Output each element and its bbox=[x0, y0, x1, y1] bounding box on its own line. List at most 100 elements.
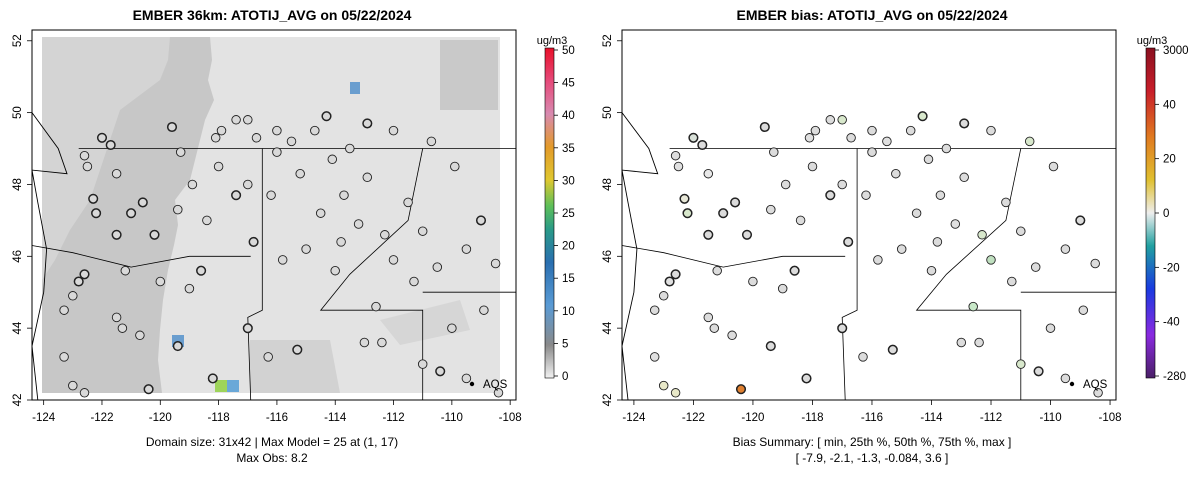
x-tick-label: -110 bbox=[441, 412, 463, 424]
aqs-station-marker bbox=[243, 115, 253, 125]
aqs-station-marker bbox=[1090, 258, 1100, 269]
map-frame-background bbox=[622, 30, 1116, 400]
aqs-station-marker bbox=[846, 133, 856, 143]
aqs-station-marker bbox=[861, 190, 871, 200]
aqs-station-marker bbox=[658, 291, 669, 301]
x-axis: -124 -122 -120 -118 -116 -114 -112 -110 -108 bbox=[32, 400, 522, 424]
colorbar-tick-label: 35 bbox=[562, 143, 575, 155]
aqs-station-marker bbox=[68, 380, 78, 391]
aqs-station-marker bbox=[1030, 262, 1041, 272]
aqs-station-marker bbox=[837, 115, 847, 125]
aqs-station-marker bbox=[96, 132, 108, 143]
concentration-grid bbox=[42, 37, 500, 393]
colorbar-tick-label: 20 bbox=[562, 241, 575, 253]
aqs-station-marker bbox=[149, 229, 160, 240]
aqs-station-marker bbox=[231, 190, 242, 201]
x-tick-label: -116 bbox=[861, 412, 883, 424]
aqs-station-marker bbox=[210, 133, 221, 143]
aqs-station-marker bbox=[956, 337, 967, 348]
aqs-station-marker bbox=[986, 255, 996, 265]
aqs-station-marker bbox=[243, 179, 253, 190]
aqs-station-marker bbox=[673, 161, 684, 172]
aqs-station-marker bbox=[1093, 388, 1103, 398]
aqs-station-marker bbox=[380, 230, 390, 240]
aqs-station-marker bbox=[727, 330, 737, 341]
aqs-station-marker bbox=[172, 341, 183, 352]
aqs-station-marker bbox=[187, 179, 198, 190]
aqs-station-marker bbox=[932, 237, 943, 247]
aqs-station-marker bbox=[891, 168, 901, 179]
aqs-station-marker bbox=[79, 388, 90, 398]
aqs-station-marker bbox=[202, 215, 212, 226]
aqs-station-marker bbox=[111, 229, 122, 240]
state-border bbox=[841, 148, 858, 401]
aqs-station-marker bbox=[664, 276, 675, 287]
grid-cell-block-se bbox=[380, 300, 470, 345]
aqs-station-marker bbox=[79, 150, 90, 161]
station-markers bbox=[649, 111, 1103, 398]
colorbar-tick-label: 50 bbox=[562, 45, 575, 57]
aqs-station-marker bbox=[388, 255, 399, 265]
aqs-station-marker bbox=[911, 208, 922, 218]
aqs-station-marker bbox=[479, 305, 489, 315]
aqs-station-marker bbox=[327, 154, 338, 165]
aqs-station-marker bbox=[301, 244, 311, 254]
y-tick-label: 46 bbox=[12, 250, 24, 263]
aqs-station-marker bbox=[353, 219, 364, 229]
x-tick-label: -124 bbox=[32, 412, 56, 424]
aqs-station-marker bbox=[126, 208, 137, 219]
aqs-station-marker bbox=[718, 208, 729, 219]
colorbar-tick-label: 45 bbox=[562, 78, 575, 90]
aqs-station-marker bbox=[974, 337, 984, 348]
y-tick-label: 48 bbox=[12, 178, 24, 191]
aqs-station-marker bbox=[950, 219, 961, 229]
aqs-station-marker bbox=[310, 125, 320, 136]
aqs-legend-label: AQS bbox=[1083, 379, 1108, 391]
aqs-station-marker bbox=[748, 276, 758, 287]
aqs-station-marker bbox=[896, 244, 907, 254]
aqs-legend-marker bbox=[1069, 381, 1075, 387]
aqs-station-marker bbox=[231, 115, 241, 125]
aqs-station-marker bbox=[887, 344, 898, 355]
colorbar-tick-label: -40 bbox=[1163, 317, 1180, 329]
colorbar-tick-label: 40 bbox=[1163, 99, 1176, 111]
colorbar-tick-label: 0 bbox=[1163, 208, 1169, 220]
aqs-station-marker bbox=[272, 147, 282, 157]
aqs-station-marker bbox=[670, 269, 681, 280]
panel-title: EMBER bias: ATOTIJ_AVG on 05/22/2024 bbox=[736, 7, 1007, 23]
aqs-station-marker bbox=[1007, 276, 1017, 287]
aqs-station-marker bbox=[1075, 215, 1086, 226]
aqs-station-marker bbox=[1045, 323, 1056, 333]
aqs-station-marker bbox=[213, 161, 224, 172]
aqs-station-marker bbox=[658, 380, 669, 391]
coastline bbox=[621, 112, 659, 401]
aqs-station-marker bbox=[703, 312, 714, 323]
colorbar-unit: ug/m3 bbox=[537, 35, 568, 47]
aqs-station-marker bbox=[336, 237, 346, 247]
aqs-station-marker bbox=[703, 168, 714, 179]
aqs-station-marker bbox=[679, 193, 690, 204]
y-tick-label: 42 bbox=[602, 394, 614, 407]
aqs-station-marker bbox=[359, 337, 370, 348]
aqs-station-marker bbox=[917, 111, 928, 122]
colorbar bbox=[1145, 47, 1156, 379]
x-tick-label: -112 bbox=[382, 412, 404, 424]
aqs-station-marker bbox=[272, 125, 282, 136]
map-borders bbox=[621, 112, 1117, 401]
aqs-station-marker bbox=[867, 147, 877, 157]
aqs-station-marker bbox=[1048, 161, 1059, 172]
aqs-station-marker bbox=[59, 352, 69, 362]
colorbar-tick-label: 3000 bbox=[1163, 45, 1189, 57]
aqs-station-marker bbox=[432, 262, 443, 272]
aqs-station-marker bbox=[388, 125, 399, 136]
aqs-station-marker bbox=[1016, 226, 1026, 236]
x-tick-label: -122 bbox=[682, 412, 705, 424]
grid-cell-high bbox=[227, 380, 239, 392]
aqs-station-marker bbox=[196, 265, 207, 276]
x-tick-label: -108 bbox=[499, 412, 522, 424]
coastline bbox=[31, 112, 68, 401]
aqs-station-marker bbox=[266, 190, 276, 200]
colorbar-tick-label: 15 bbox=[562, 273, 575, 285]
